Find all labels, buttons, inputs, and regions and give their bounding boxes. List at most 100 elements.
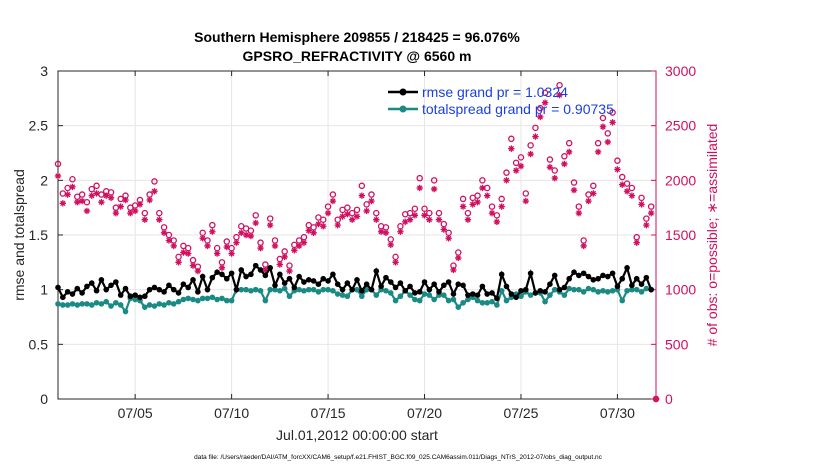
totalspread-point <box>257 287 264 294</box>
totalspread-point <box>146 302 153 308</box>
x-tick-label: 07/25 <box>503 405 538 421</box>
possible-obs-point <box>541 89 549 97</box>
totalspread-point <box>600 287 606 294</box>
possible-obs-point <box>247 227 255 234</box>
totalspread-point <box>392 297 399 304</box>
possible-obs-point <box>397 223 404 230</box>
possible-obs-point <box>517 154 525 161</box>
rmse-point <box>137 294 143 301</box>
chart-subtitle: GPSRO_REFRACTIVITY @ 6560 m <box>243 48 472 64</box>
possible-obs-point <box>78 191 86 198</box>
rmse-point <box>132 292 138 298</box>
assimilated-obs-point <box>127 209 134 217</box>
totalspread-point <box>412 296 418 303</box>
rmse-point <box>180 281 187 288</box>
possible-obs-point <box>628 184 636 192</box>
grid <box>58 71 656 399</box>
rmse-point <box>363 281 370 288</box>
assimilated-obs-point <box>276 261 284 268</box>
assimilated-obs-point <box>459 203 467 210</box>
possible-obs-point <box>647 203 655 210</box>
rmse-point <box>146 286 153 293</box>
totalspread-point <box>494 302 500 308</box>
possible-obs-point <box>213 244 221 252</box>
totalspread-point <box>416 297 423 304</box>
totalspread-point <box>103 298 110 305</box>
totalspread-point <box>479 299 486 306</box>
assimilated-obs-point <box>479 184 486 192</box>
totalspread-point <box>296 286 302 293</box>
assimilated-obs-point <box>474 199 481 206</box>
assimilated-obs-point <box>411 212 419 219</box>
totalspread-point <box>88 302 95 308</box>
assimilated-obs-point <box>238 229 245 237</box>
totalspread-point <box>204 295 211 302</box>
totalspread-point <box>561 292 568 298</box>
totalspread-point <box>64 302 71 308</box>
totalspread-point <box>219 295 225 302</box>
rmse-point <box>537 287 544 294</box>
possible-obs-point <box>348 209 356 217</box>
possible-obs-point <box>271 237 279 244</box>
rmse-point <box>590 277 597 283</box>
assimilated-obs-point <box>189 262 197 269</box>
possible-obs-point <box>98 191 105 198</box>
assimilated-obs-point <box>180 249 187 256</box>
totalspread-point <box>180 296 187 303</box>
possible-obs-point <box>117 195 124 203</box>
possible-obs-point <box>373 209 380 217</box>
assimilated-obs-point <box>228 250 235 257</box>
assimilated-obs-point <box>392 259 399 266</box>
totalspread-point <box>441 292 447 298</box>
possible-obs-point <box>479 177 486 184</box>
possible-obs-point <box>455 249 462 256</box>
assimilated-obs-point <box>450 266 457 274</box>
assimilated-obs-point <box>623 188 631 195</box>
assimilated-obs-point <box>165 237 173 244</box>
assimilated-obs-point <box>156 216 163 223</box>
rmse-point <box>161 289 167 295</box>
possible-obs-point <box>363 201 370 208</box>
totalspread-point <box>383 287 389 294</box>
totalspread-point <box>354 286 360 293</box>
assimilated-obs-point <box>484 192 491 199</box>
rmse-point <box>436 289 442 295</box>
assimilated-obs-point <box>512 167 520 174</box>
rmse-point <box>79 290 85 296</box>
possible-obs-point <box>368 191 375 198</box>
assimilated-obs-point <box>445 235 452 242</box>
rmse-point <box>117 292 124 298</box>
assimilated-obs-point <box>74 199 81 206</box>
possible-obs-point <box>83 198 91 206</box>
rmse-point <box>190 277 196 283</box>
possible-obs-point <box>580 237 587 244</box>
assimilated-obs-point <box>353 213 361 220</box>
rmse-point <box>84 283 90 290</box>
assimilated-obs-point <box>69 183 76 191</box>
rmse-point <box>474 292 481 298</box>
rmse-point <box>88 280 95 286</box>
possible-obs-point <box>286 262 293 269</box>
assimilated-obs-point <box>498 203 505 210</box>
assimilated-obs-point <box>619 181 626 188</box>
possible-obs-point <box>146 191 153 198</box>
possible-obs-point <box>184 244 192 252</box>
totalspread-point <box>60 302 66 308</box>
possible-obs-point <box>64 184 71 192</box>
possible-obs-point <box>546 156 554 163</box>
possible-obs-point <box>590 182 597 190</box>
rmse-point <box>624 265 630 271</box>
rmse-point <box>614 283 621 290</box>
rmse-point <box>576 272 582 279</box>
totalspread-point <box>465 296 471 303</box>
possible-obs-point <box>257 239 264 246</box>
totalspread-point <box>223 297 230 304</box>
assimilated-obs-point <box>575 209 583 217</box>
rmse-point <box>354 277 360 283</box>
rmse-point <box>508 291 515 297</box>
rmse-point <box>315 281 322 288</box>
assimilated-obs-point <box>175 259 182 266</box>
totalspread-point <box>503 297 510 304</box>
assimilated-obs-point <box>435 216 443 223</box>
totalspread-point <box>445 297 452 304</box>
